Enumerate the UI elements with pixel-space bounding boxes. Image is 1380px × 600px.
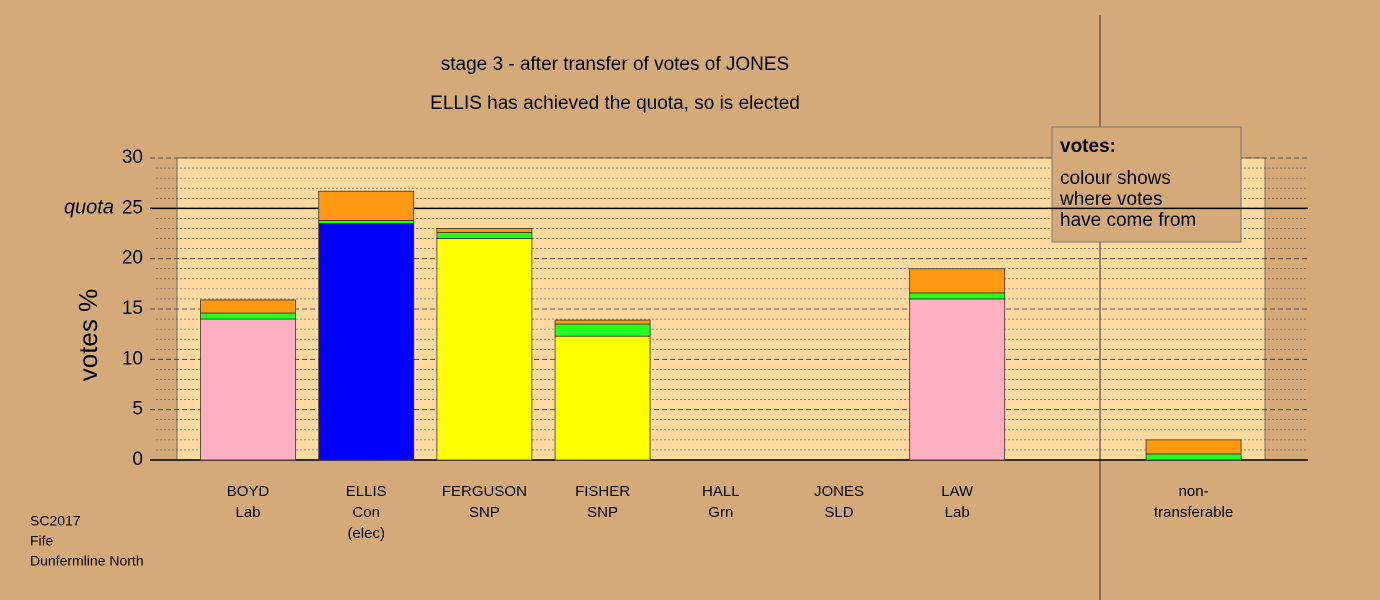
legend-title: votes: [1060,136,1116,157]
bar-segment [554,323,651,337]
bar-segment [318,190,415,221]
y-tick-label: 0 [132,449,143,470]
x-tick-label: BOYD [227,483,270,500]
legend-line: where votes [1059,189,1162,210]
legend-line: colour shows [1060,168,1171,189]
bar-segment [318,220,415,224]
bar-segment [436,238,533,461]
x-tick-label: Lab [235,504,260,521]
x-tick-label: transferable [1154,504,1233,521]
y-tick-label: 20 [122,248,143,269]
bar-segment [436,228,533,233]
bar-segment [318,223,415,461]
bar-segment [1145,439,1242,455]
y-tick-label: 25 [122,197,143,218]
legend-box [1051,126,1242,243]
bar-segment [909,292,1006,300]
footer-text: Dunfermline North [30,553,144,569]
bar-segment [909,298,1006,461]
x-tick-label: Lab [945,504,970,521]
footer-text: SC2017 [30,513,81,529]
y-tick-label: 15 [122,298,143,319]
quota-label: quota [64,197,114,219]
x-tick-label: non- [1179,483,1209,500]
x-tick-label: Grn [708,504,733,521]
y-tick-label: 10 [122,348,143,369]
x-tick-label: LAW [941,483,974,500]
x-tick-label: SLD [824,504,853,521]
bar-segment [554,335,651,461]
bar-segment [554,319,651,325]
x-tick-label: SNP [587,504,618,521]
x-tick-label: Con [352,504,380,521]
x-tick-label: JONES [814,483,864,500]
bar-segment [200,299,296,314]
x-tick-label: FISHER [575,483,630,500]
y-axis-label: votes % [73,289,103,382]
footer-text: Fife [30,533,54,549]
x-tick-label: HALL [702,483,740,500]
x-tick-label: (elec) [347,525,385,542]
y-tick-label: 30 [122,147,143,168]
bar-segment [909,268,1006,294]
bar-segment [1145,453,1242,461]
bar-segment [436,232,533,239]
legend-line: have come from [1060,210,1196,231]
legend-note: votes: colour shows where votes have com… [1051,126,1242,243]
bar-segment [200,312,296,320]
bar-segment [200,318,296,461]
x-tick-label: FERGUSON [442,483,527,500]
y-tick-label: 5 [132,399,143,420]
chart-title: stage 3 - after transfer of votes of JON… [441,54,790,75]
chart-subtitle: ELLIS has achieved the quota, so is elec… [430,93,800,114]
x-tick-label: SNP [469,504,500,521]
x-tick-label: ELLIS [346,483,387,500]
